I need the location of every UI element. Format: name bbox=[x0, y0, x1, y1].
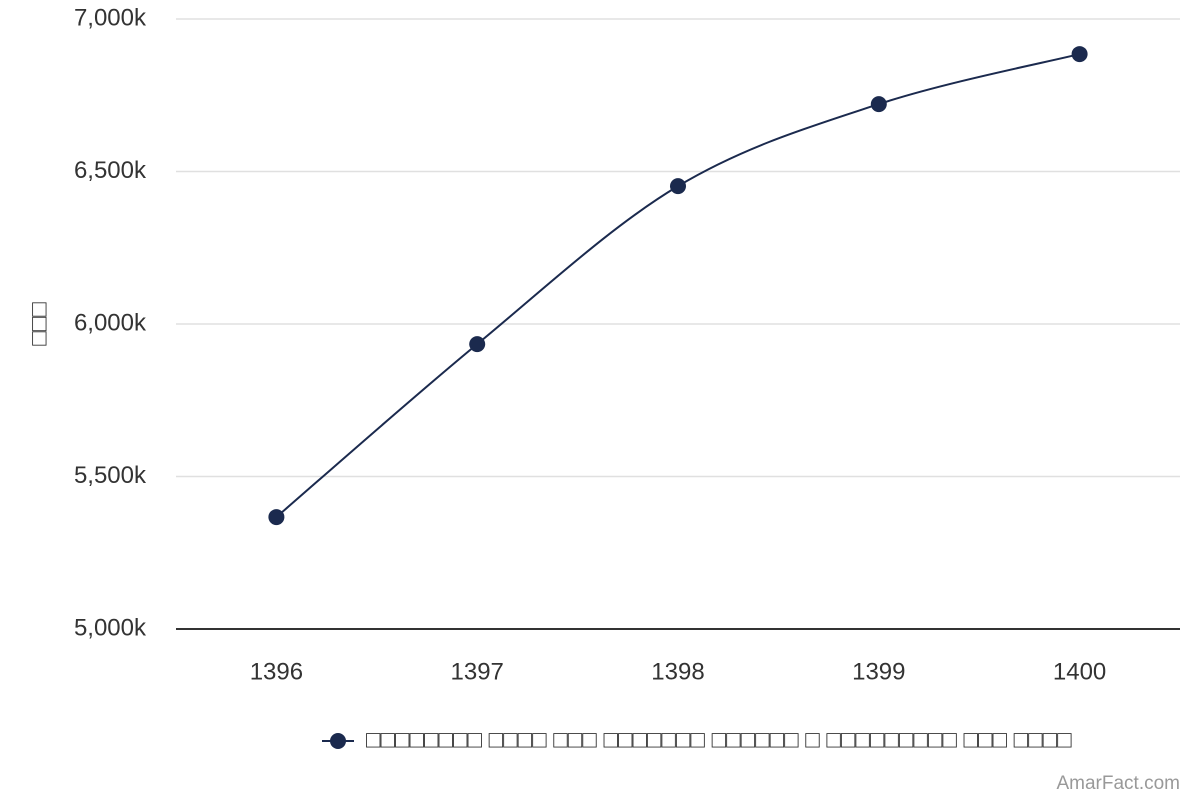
y-tick-label: 6,000k bbox=[74, 309, 147, 336]
data-point bbox=[670, 178, 686, 195]
x-tick-label: 1398 bbox=[651, 658, 704, 685]
x-tick-label: 1396 bbox=[250, 658, 303, 685]
series-line bbox=[275, 53, 1080, 518]
credit[interactable]: AmarFact.com bbox=[1056, 773, 1180, 794]
y-tick-label: 7,000k bbox=[74, 4, 147, 31]
data-point bbox=[268, 509, 285, 526]
data-point bbox=[469, 336, 486, 353]
data-point bbox=[870, 96, 887, 113]
legend-marker bbox=[330, 733, 346, 749]
y-tick-label: 5,500k bbox=[74, 462, 147, 489]
y-axis-label: □□□ bbox=[25, 302, 52, 346]
x-tick-label: 1399 bbox=[852, 658, 905, 685]
x-tick-label: 1400 bbox=[1053, 658, 1106, 685]
legend-label: □□□□□□□□ □□□□ □□□ □□□□□□□ □□□□□□ □ □□□□□… bbox=[366, 726, 1072, 753]
y-tick-label: 5,000k bbox=[74, 614, 147, 641]
data-point bbox=[1071, 46, 1088, 63]
x-tick-label: 1397 bbox=[451, 658, 504, 685]
y-tick-label: 6,500k bbox=[74, 157, 147, 184]
